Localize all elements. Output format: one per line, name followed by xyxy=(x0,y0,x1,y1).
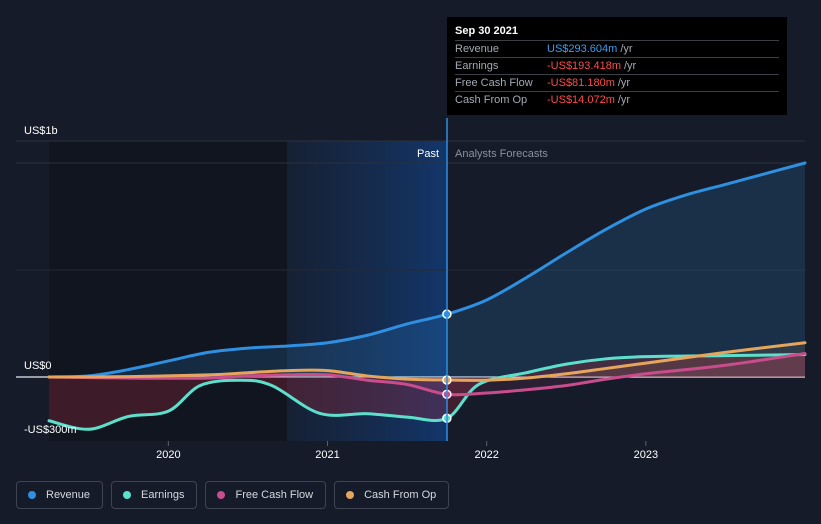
x-tick-label: 2023 xyxy=(634,449,658,461)
tooltip-unit: /yr xyxy=(617,94,631,106)
fcf-line xyxy=(47,351,807,397)
earnings-line xyxy=(47,353,807,431)
y-tick-label-0: US$0 xyxy=(24,360,52,372)
revenue-dot-icon xyxy=(28,491,36,499)
revenue-line xyxy=(47,161,807,379)
hover-tooltip: Sep 30 2021 Revenue US$293.604m /yr Earn… xyxy=(447,17,787,115)
tooltip-unit: /yr xyxy=(624,60,637,72)
cfo-line xyxy=(47,341,807,382)
tooltip-row-fcf: Free Cash Flow -US$81.180m /yr xyxy=(455,74,779,91)
legend-item-cash-from-op[interactable]: Cash From Op xyxy=(334,481,450,509)
past-highlight-band xyxy=(287,141,447,441)
tooltip-label: Cash From Op xyxy=(455,94,528,106)
legend-item-earnings[interactable]: Earnings xyxy=(111,481,198,509)
x-tick-label: 2020 xyxy=(156,449,180,461)
legend-label: Revenue xyxy=(46,489,91,501)
x-tick-label: 2021 xyxy=(315,449,339,461)
legend-label: Earnings xyxy=(141,489,185,501)
chart-legend: Revenue Earnings Free Cash Flow Cash Fro… xyxy=(16,481,450,509)
cash-from-op-dot-icon xyxy=(346,491,355,499)
tooltip-value: US$293.604m xyxy=(547,43,618,55)
legend-item-revenue[interactable]: Revenue xyxy=(16,481,104,509)
earnings-dot-icon xyxy=(123,491,132,499)
tooltip-label: Earnings xyxy=(455,60,499,72)
forecast-label: Analysts Forecasts xyxy=(455,148,548,160)
tooltip-label: Free Cash Flow xyxy=(455,77,533,89)
legend-item-free-cash-flow[interactable]: Free Cash Flow xyxy=(205,481,327,509)
cfo-area xyxy=(49,342,805,381)
tooltip-row-revenue: Revenue US$293.604m /yr xyxy=(455,40,779,57)
earnings-area xyxy=(49,354,805,430)
tooltip-value: -US$193.418m xyxy=(547,60,621,72)
tooltip-label: Revenue xyxy=(455,43,500,55)
legend-label: Cash From Op xyxy=(364,489,437,501)
x-tick-label: 2022 xyxy=(474,449,498,461)
past-label: Past xyxy=(417,148,439,160)
tooltip-unit: /yr xyxy=(620,43,633,55)
tooltip-date: Sep 30 2021 xyxy=(455,25,518,37)
y-tick-label-neg300m: -US$300m xyxy=(24,424,77,436)
free-cash-flow-dot-icon xyxy=(217,491,226,499)
tooltip-unit: /yr xyxy=(617,77,631,89)
tooltip-value: -US$14.072m xyxy=(547,94,615,106)
tooltip-value: -US$81.180m xyxy=(547,77,615,89)
legend-label: Free Cash Flow xyxy=(235,489,314,501)
tooltip-row-earnings: Earnings -US$193.418m /yr xyxy=(455,57,779,74)
y-tick-label-1b: US$1b xyxy=(24,125,58,137)
revenue-area xyxy=(49,163,805,377)
tooltip-row-cfo: Cash From Op -US$14.072m /yr xyxy=(455,91,779,108)
